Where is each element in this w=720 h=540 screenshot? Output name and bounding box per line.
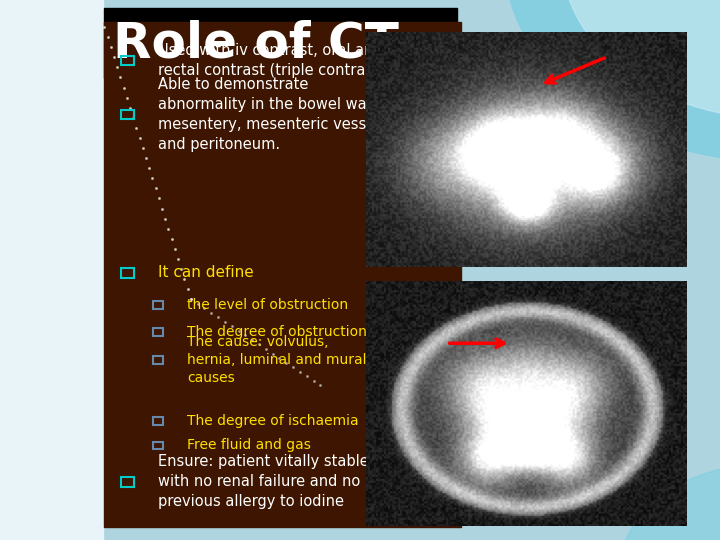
Bar [153, 417, 163, 425]
Text: Role of CT: Role of CT [113, 19, 399, 67]
Text: It can define: It can define [158, 265, 254, 280]
Bar [153, 301, 163, 309]
Text: The degree of obstruction: The degree of obstruction [187, 325, 367, 339]
Bar [104, 22, 461, 526]
Text: Used with iv contrast, oral and
rectal contrast (triple contrast).: Used with iv contrast, oral and rectal c… [158, 43, 390, 78]
Text: Free fluid and gas: Free fluid and gas [187, 438, 311, 453]
Text: The cause: volvulus,
hernia, luminal and mural
causes: The cause: volvulus, hernia, luminal and… [187, 335, 366, 385]
Wedge shape [562, 0, 720, 119]
Text: the level of obstruction: the level of obstruction [187, 298, 348, 312]
Bar [104, 8, 457, 78]
Bar [104, 80, 461, 84]
Bar [153, 356, 163, 364]
Text: Able to demonstrate
abnormality in the bowel wall,
mesentery, mesenteric vessels: Able to demonstrate abnormality in the b… [158, 77, 387, 152]
Bar [153, 442, 163, 449]
Bar [121, 110, 134, 119]
Bar [0, 0, 103, 540]
Bar [153, 328, 163, 336]
Wedge shape [505, 0, 720, 162]
Text: Ensure: patient vitally stable
with no renal failure and no
previous allergy to : Ensure: patient vitally stable with no r… [158, 454, 369, 509]
Bar [121, 477, 134, 487]
Wedge shape [620, 464, 720, 540]
Text: The degree of ischaemia: The degree of ischaemia [187, 414, 359, 428]
Bar [121, 56, 134, 65]
Bar [121, 268, 134, 278]
